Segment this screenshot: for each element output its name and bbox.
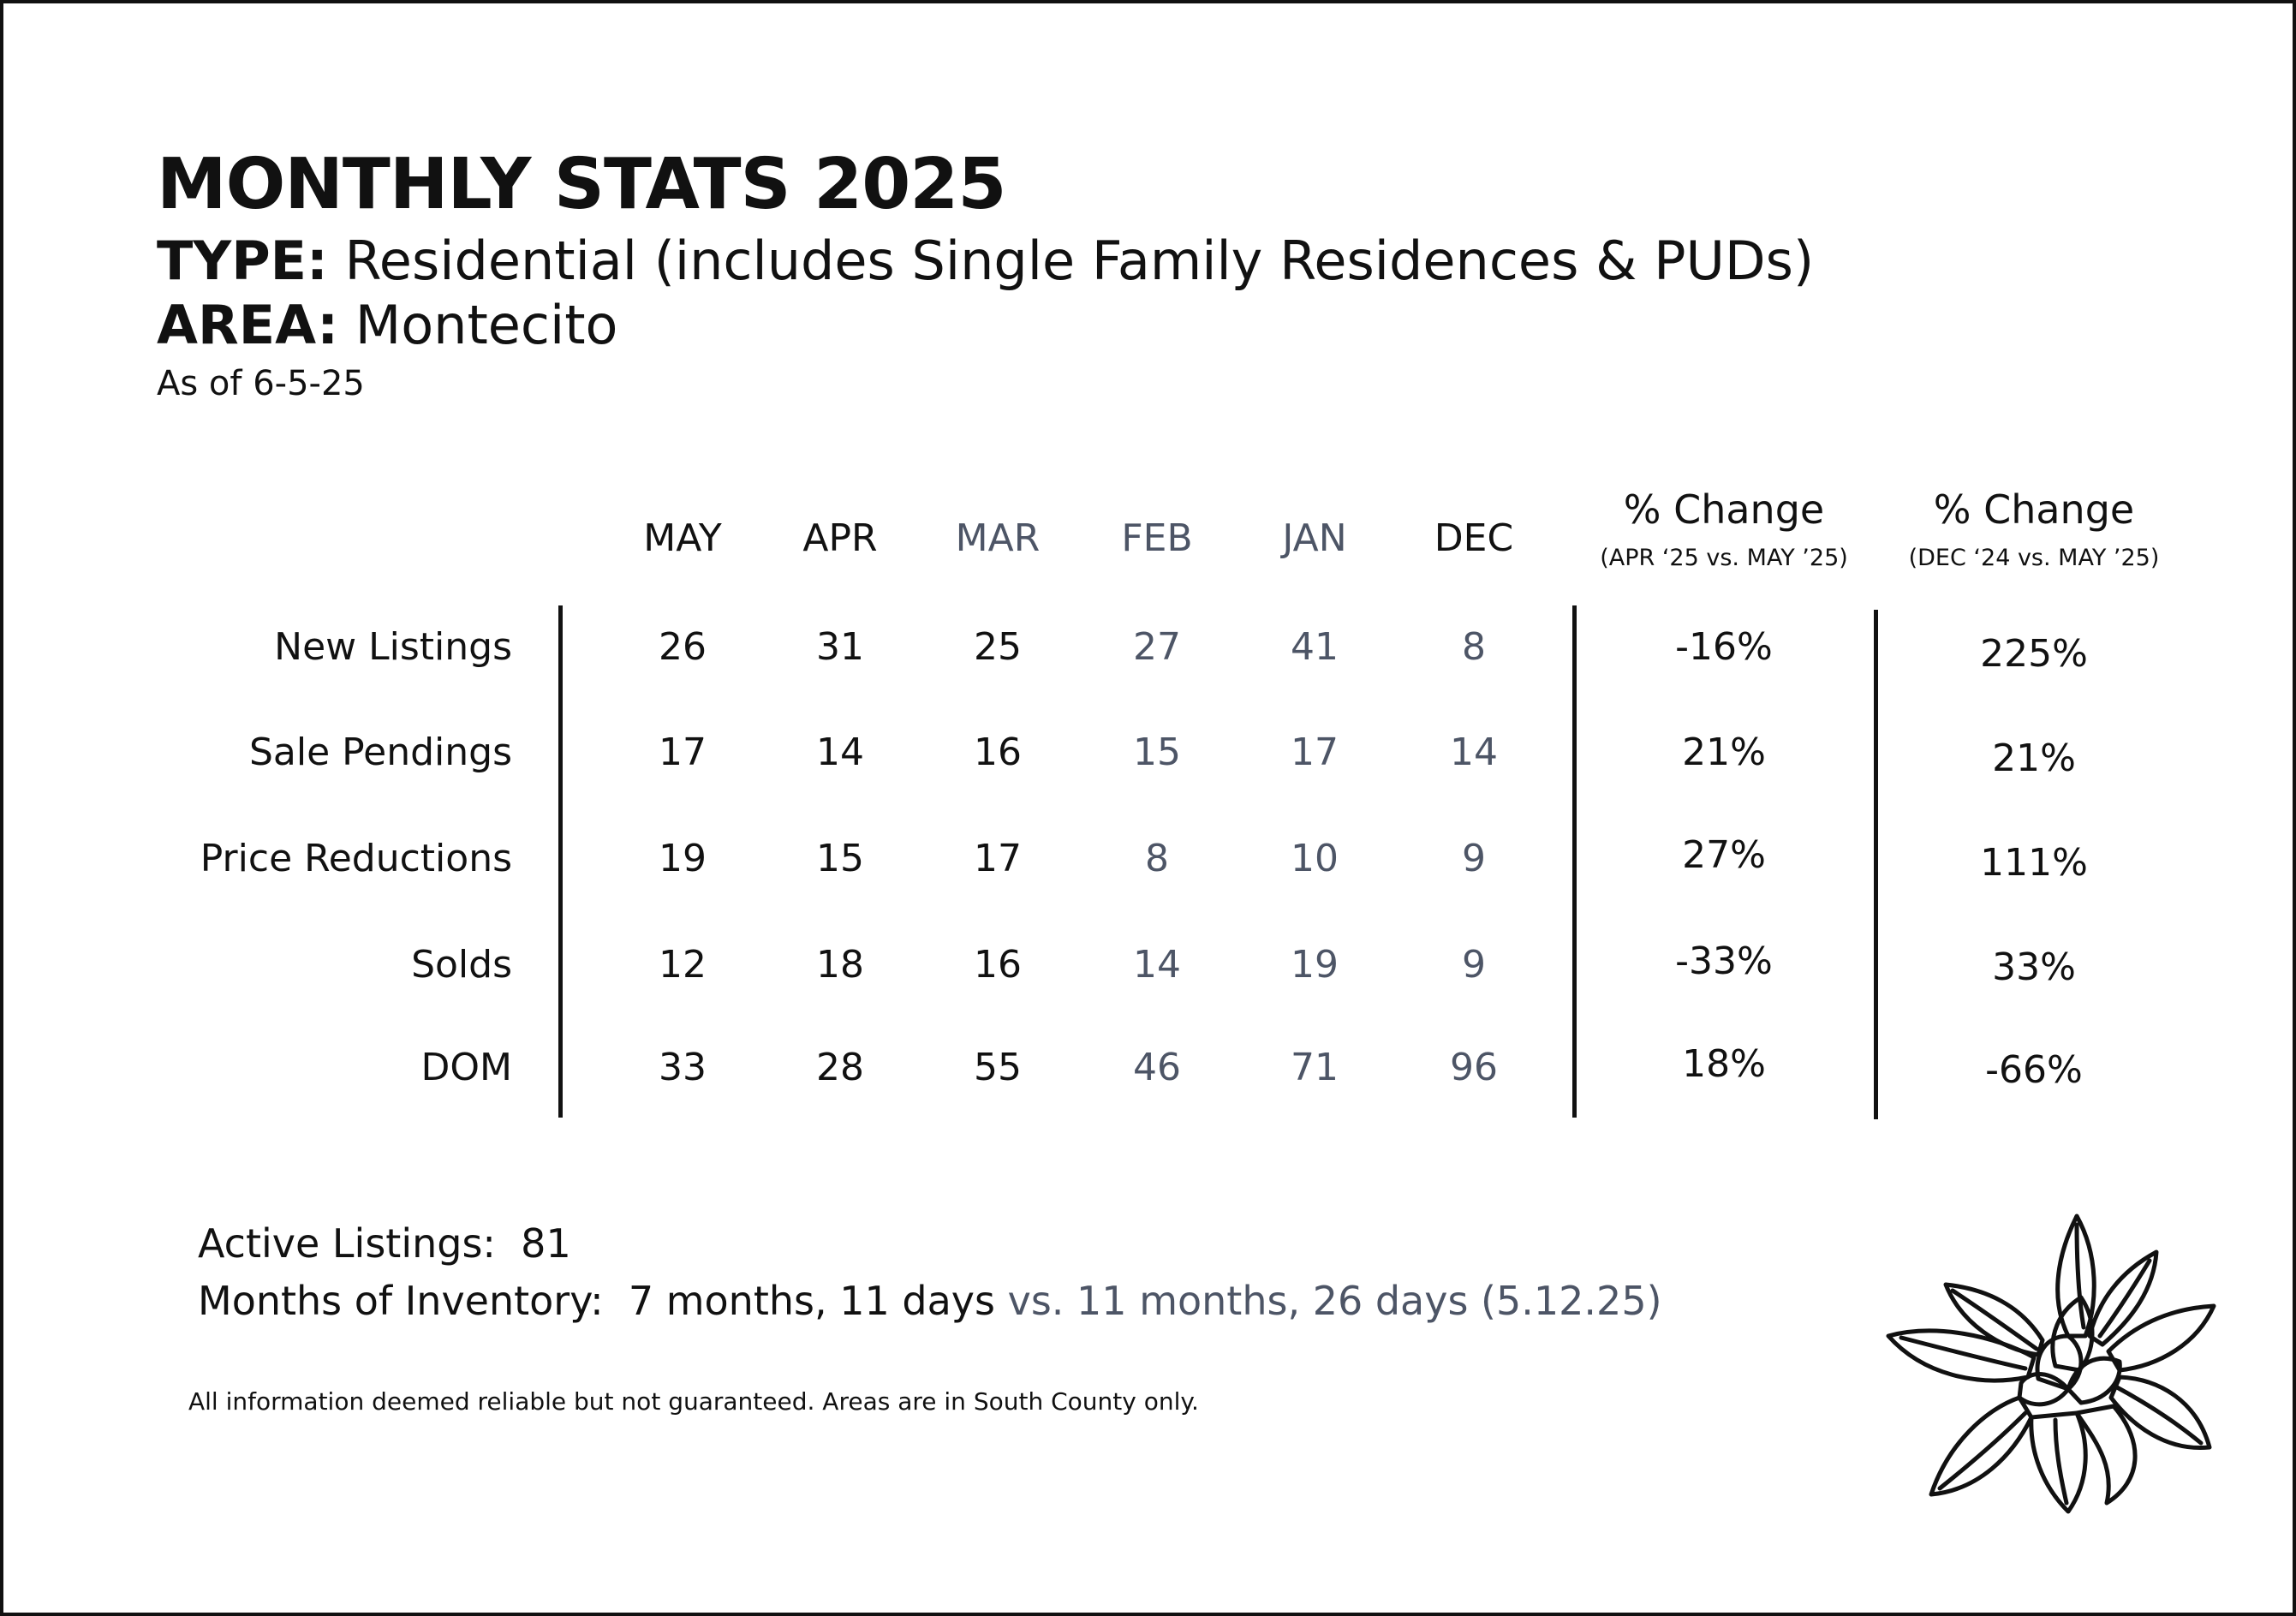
area-line: AREA: Montecito <box>157 294 617 356</box>
table-cell: 25 <box>974 625 1022 669</box>
table-cell: 17 <box>659 730 707 774</box>
table-cell: 15 <box>816 837 864 880</box>
row-label-sale-pendings: Sale Pendings <box>249 730 512 774</box>
pct-change-cell: 225% <box>1980 632 2088 676</box>
active-listings: Active Listings: 81 <box>198 1220 571 1267</box>
table-cell: 19 <box>659 837 707 880</box>
table-cell: 9 <box>1462 837 1486 880</box>
table-cell: 14 <box>1133 943 1181 987</box>
active-listings-value: 81 <box>521 1220 571 1267</box>
row-label-solds: Solds <box>411 943 512 987</box>
pct-change-cell: -66% <box>1985 1048 2083 1092</box>
month-header-mar: MAR <box>955 516 1041 560</box>
as-of-date: As of 6-5-25 <box>157 364 365 403</box>
pct-change-cell: 21% <box>1992 736 2076 780</box>
table-cell: 41 <box>1291 625 1339 669</box>
table-cell: 15 <box>1133 730 1181 774</box>
table-cell: 26 <box>659 625 707 669</box>
month-header-apr: APR <box>802 516 878 560</box>
table-cell: 14 <box>816 730 864 774</box>
table-cell: 12 <box>659 943 707 987</box>
inventory-value: 7 months, 11 days <box>628 1278 995 1324</box>
pct-change-title: % Change <box>1623 486 1825 533</box>
table-cell: 9 <box>1462 943 1486 987</box>
pct-change-cell: 33% <box>1992 945 2076 989</box>
pct-change-subtitle: (APR ‘25 vs. MAY ’25) <box>1600 545 1848 571</box>
table-cell: 33 <box>659 1046 707 1089</box>
type-line: TYPE: Residential (includes Single Famil… <box>157 230 1814 292</box>
inventory-comparison: vs. 11 months, 26 days (5.12.25) <box>1007 1278 1662 1324</box>
table-cell: 46 <box>1133 1046 1181 1089</box>
table-cell: 96 <box>1450 1046 1498 1089</box>
pct-change-header-ytd: % Change (DEC ‘24 vs. MAY ’25) <box>1888 486 2180 571</box>
row-label-new-listings: New Listings <box>274 625 512 669</box>
pct-change-cell: 111% <box>1980 841 2088 885</box>
month-header-dec: DEC <box>1434 516 1514 560</box>
pct-change-cell: 27% <box>1682 833 1766 877</box>
month-header-may: MAY <box>643 516 722 560</box>
table-cell: 27 <box>1133 625 1181 669</box>
months-of-inventory: Months of Inventory: 7 months, 11 days v… <box>198 1278 1662 1324</box>
table-cell: 17 <box>1291 730 1339 774</box>
table-cell: 16 <box>974 730 1022 774</box>
table-cell: 71 <box>1291 1046 1339 1089</box>
table-cell: 55 <box>974 1046 1022 1089</box>
column-divider <box>1874 610 1878 1119</box>
table-cell: 14 <box>1450 730 1498 774</box>
magnolia-flower-icon <box>1886 1213 2216 1514</box>
type-value: Residential (includes Single Family Resi… <box>344 230 1815 292</box>
column-divider <box>1572 605 1577 1118</box>
table-cell: 10 <box>1291 837 1339 880</box>
page-title: MONTHLY STATS 2025 <box>157 144 1006 225</box>
column-divider <box>558 605 563 1118</box>
table-cell: 17 <box>974 837 1022 880</box>
table-cell: 31 <box>816 625 864 669</box>
table-cell: 19 <box>1291 943 1339 987</box>
pct-change-cell: 18% <box>1682 1042 1766 1086</box>
area-value: Montecito <box>355 294 618 356</box>
table-cell: 16 <box>974 943 1022 987</box>
inventory-label: Months of Inventory: <box>198 1278 604 1324</box>
table-cell: 8 <box>1145 837 1169 880</box>
table-cell: 28 <box>816 1046 864 1089</box>
pct-change-cell: -33% <box>1675 939 1773 983</box>
month-header-feb: FEB <box>1121 516 1193 560</box>
row-label-price-reductions: Price Reductions <box>200 837 512 880</box>
active-listings-label: Active Listings: <box>198 1220 496 1267</box>
month-header-jan: JAN <box>1282 516 1347 560</box>
type-label: TYPE: <box>157 230 328 292</box>
table-cell: 8 <box>1462 625 1486 669</box>
disclaimer: All information deemed reliable but not … <box>188 1387 1199 1416</box>
pct-change-title: % Change <box>1933 486 2135 533</box>
pct-change-cell: -16% <box>1675 625 1773 669</box>
area-label: AREA: <box>157 294 339 356</box>
pct-change-subtitle: (DEC ‘24 vs. MAY ’25) <box>1908 545 2160 571</box>
row-label-dom: DOM <box>420 1046 512 1089</box>
pct-change-cell: 21% <box>1682 730 1766 774</box>
pct-change-header-month: % Change (APR ‘25 vs. MAY ’25) <box>1578 486 1870 571</box>
table-cell: 18 <box>816 943 864 987</box>
